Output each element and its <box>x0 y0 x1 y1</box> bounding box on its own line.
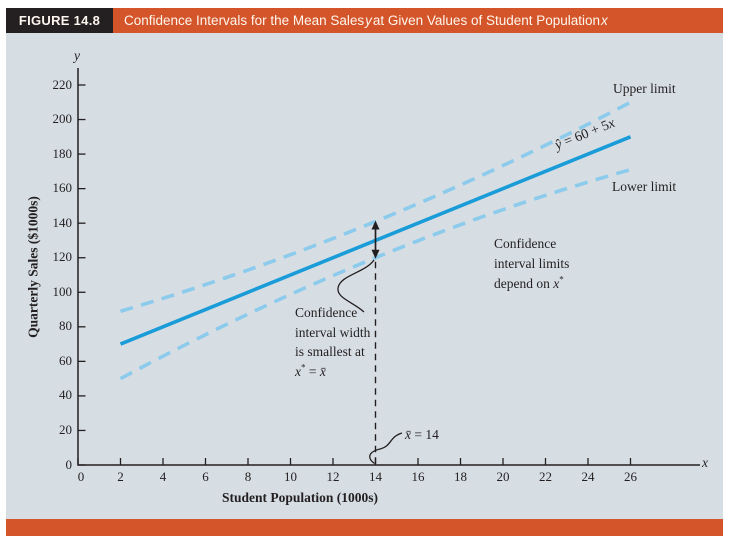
width-note-line-4: x* = x̄ <box>295 362 370 382</box>
figure-number-label: FIGURE 14.8 <box>6 8 113 33</box>
depend-note: Confidence interval limits depend on x* <box>494 234 569 294</box>
figure-title-var-x: x <box>601 13 608 28</box>
y-tick-label: 0 <box>65 456 73 472</box>
figure-title-text-1: Confidence Intervals for the Mean Sales <box>124 13 365 28</box>
x-tick-label: 18 <box>454 469 467 484</box>
depend-note-line-3: depend on x* <box>494 274 569 294</box>
depend-note-prefix: depend on <box>494 276 554 291</box>
x-tick-label: 4 <box>159 469 167 484</box>
y-tick-label: 160 <box>52 180 73 196</box>
figure-title-text-2: at Given Values of Student Population <box>372 13 601 28</box>
interval-arrow-head-up <box>371 220 380 230</box>
y-tick-label: 120 <box>52 249 73 265</box>
y-tick-label: 200 <box>52 111 73 127</box>
y-tick-label: 60 <box>59 352 72 368</box>
width-note: Confidence interval width is smallest at… <box>295 303 370 381</box>
lower-limit-label: Lower limit <box>612 179 677 194</box>
depend-note-sup: * <box>559 274 564 285</box>
y-tick-label: 140 <box>52 214 73 230</box>
width-note-var2: x̄ <box>319 363 326 379</box>
figure-title-var-y: y <box>365 13 372 28</box>
width-note-line-2: interval width <box>295 324 371 340</box>
depend-note-var: x <box>553 276 560 291</box>
y-axis-title: Quarterly Sales ($1000s) <box>25 196 41 338</box>
mean-x-value: = 14 <box>411 427 439 442</box>
x-tick-label: 0 <box>77 469 85 484</box>
width-note-mid: = <box>305 363 320 379</box>
width-note-line-1: Confidence <box>295 305 358 320</box>
x-tick-label: 26 <box>624 469 637 484</box>
mean-x-var: x̄ <box>405 427 411 442</box>
upper-limit-label: Upper limit <box>613 81 676 96</box>
x-axis-letter: x <box>702 455 708 470</box>
width-note-line-3: is smallest at <box>295 344 365 359</box>
y-tick-label: 40 <box>59 387 72 403</box>
plot-area <box>6 33 723 519</box>
y-axis-letter: y <box>74 48 80 63</box>
depend-note-line-1: Confidence <box>494 236 557 251</box>
figure-header: FIGURE 14.8 Confidence Intervals for the… <box>6 8 723 33</box>
mean-x-label: x̄ = 14 <box>405 425 439 444</box>
x-tick-label: 6 <box>202 469 209 484</box>
width-note-leader <box>337 259 375 313</box>
y-tick-label: 220 <box>52 76 73 92</box>
y-tick-label: 20 <box>59 421 72 437</box>
x-tick-label: 2 <box>117 469 124 484</box>
x-axis-title: Student Population (1000s) <box>221 490 379 505</box>
y-tick-label: 100 <box>52 283 73 299</box>
x-tick-label: 24 <box>581 469 595 484</box>
x-tick-label: 16 <box>411 469 425 484</box>
x-tick-label: 10 <box>284 469 297 484</box>
x-tick-label: 12 <box>326 469 340 484</box>
x-tick-label: 20 <box>496 469 510 484</box>
figure-title: Confidence Intervals for the Mean Sales … <box>113 8 723 33</box>
y-tick-label: 180 <box>52 145 73 161</box>
mean-note-leader <box>369 432 403 465</box>
x-tick-label: 22 <box>539 469 552 484</box>
x-tick-label: 14 <box>369 469 382 484</box>
x-tick-label: 8 <box>244 469 252 484</box>
depend-note-line-2: interval limits <box>494 256 570 271</box>
interval-arrow-head-down <box>371 249 380 259</box>
figure-bottom-accent-bar <box>6 519 723 536</box>
width-note-var1: x <box>295 363 301 379</box>
width-note-sup: * <box>301 362 306 372</box>
y-tick-label: 80 <box>59 318 72 334</box>
